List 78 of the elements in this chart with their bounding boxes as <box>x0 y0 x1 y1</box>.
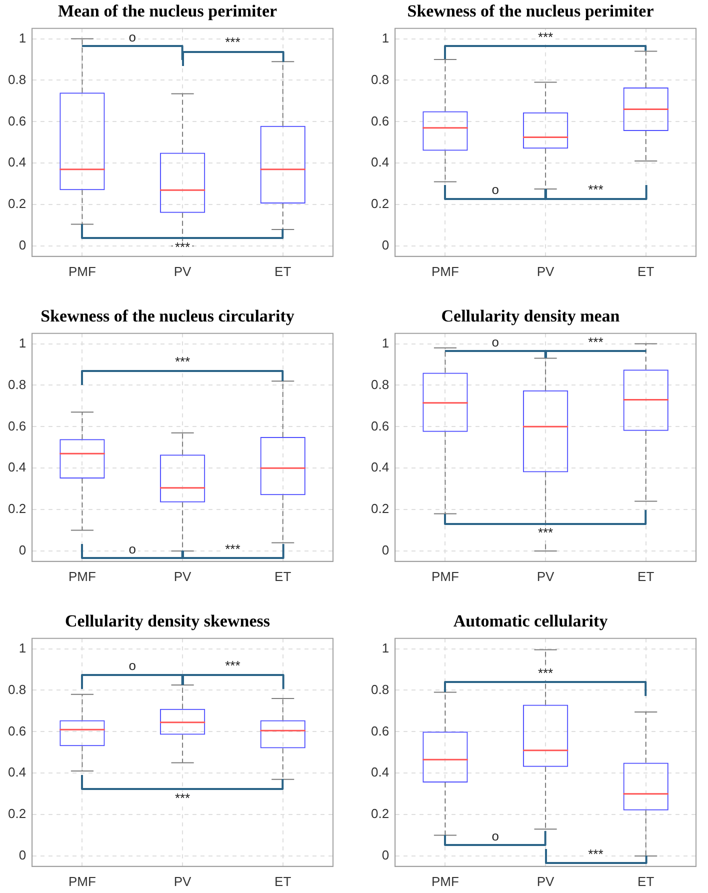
y-tick-label: 0 <box>18 848 26 863</box>
x-tick-label: PV <box>536 264 555 279</box>
y-tick-label: 0.2 <box>8 501 26 516</box>
x-tick-label: PMF <box>432 264 459 279</box>
annotation: *** <box>225 541 240 556</box>
x-tick-label: PV <box>174 264 192 279</box>
annotation: *** <box>225 34 240 50</box>
annotation: o <box>128 541 136 556</box>
y-tick-label: 0.6 <box>370 418 390 434</box>
x-tick-label: PV <box>174 874 192 889</box>
annotation: o <box>492 334 499 350</box>
y-tick-label: 0 <box>18 542 26 558</box>
y-tick-label: 0.4 <box>8 460 26 475</box>
y-tick-label: 0.4 <box>370 154 390 170</box>
y-tick-label: 1 <box>18 640 26 656</box>
y-tick-label: 0.6 <box>370 723 390 738</box>
y-tick-label: 0.2 <box>370 806 390 822</box>
y-tick-label: 1 <box>18 335 26 350</box>
y-tick-label: 0.8 <box>370 72 390 87</box>
x-tick-label: PMF <box>432 874 459 889</box>
y-tick-label: 0 <box>382 542 390 558</box>
y-tick-label: 0.8 <box>370 376 390 392</box>
y-tick-label: 0.8 <box>8 72 26 87</box>
y-tick-label: 0.2 <box>8 806 26 822</box>
annotation: *** <box>538 29 554 44</box>
y-tick-label: 0.4 <box>370 764 390 780</box>
annotation: *** <box>174 790 190 806</box>
y-tick-label: 1 <box>382 640 390 656</box>
x-tick-label: ET <box>638 874 654 889</box>
annotation: *** <box>538 524 554 540</box>
y-tick-label: 0 <box>382 238 390 253</box>
y-tick-label: 1 <box>382 30 390 46</box>
y-tick-label: 0 <box>382 848 390 863</box>
chart-title: Skewness of the nucleus circularity <box>40 306 295 326</box>
annotation: *** <box>174 354 190 370</box>
x-tick-label: PV <box>536 568 555 584</box>
annotation: *** <box>225 658 240 674</box>
x-tick-label: PMF <box>432 568 459 584</box>
chart-title: Skewness of the nucleus perimiter <box>407 2 654 21</box>
x-tick-label: ET <box>638 568 654 584</box>
chart-title: Cellularity density mean <box>441 306 620 326</box>
chart-title: Automatic cellularity <box>453 612 608 631</box>
annotation: o <box>128 29 136 44</box>
x-tick-label: PV <box>174 568 192 584</box>
y-tick-label: 0.4 <box>8 764 26 780</box>
y-tick-label: 0.2 <box>8 196 26 212</box>
annotation: *** <box>588 334 604 350</box>
x-tick-label: PMF <box>68 874 96 889</box>
y-tick-label: 0.8 <box>370 682 390 697</box>
y-tick-label: 0.6 <box>8 113 26 128</box>
annotation: o <box>492 828 499 844</box>
y-tick-label: 0.6 <box>370 113 390 128</box>
y-tick-label: 0.4 <box>8 154 26 170</box>
y-tick-label: 0.6 <box>8 723 26 738</box>
y-tick-label: 1 <box>18 30 26 46</box>
x-tick-label: ET <box>638 264 654 279</box>
annotation: o <box>492 182 499 198</box>
chart-title: Cellularity density skewness <box>65 612 270 631</box>
y-tick-label: 0.6 <box>8 418 26 434</box>
annotation: *** <box>588 182 604 198</box>
x-tick-label: ET <box>274 264 292 279</box>
x-tick-label: ET <box>274 874 292 889</box>
annotation: *** <box>588 846 604 862</box>
x-tick-label: PMF <box>68 264 96 279</box>
annotation: *** <box>538 665 554 680</box>
y-tick-label: 0.8 <box>8 376 26 392</box>
y-tick-label: 0 <box>18 238 26 253</box>
chart-title: Mean of the nucleus perimiter <box>58 2 278 21</box>
x-tick-label: ET <box>274 568 292 584</box>
y-tick-label: 0.2 <box>370 196 390 212</box>
annotation: o <box>128 658 136 674</box>
y-tick-label: 0.8 <box>8 682 26 697</box>
y-tick-label: 0.2 <box>370 501 390 516</box>
y-tick-label: 0.4 <box>370 460 390 475</box>
y-tick-label: 1 <box>382 335 390 350</box>
annotation: *** <box>174 239 190 254</box>
x-tick-label: PV <box>536 874 555 889</box>
x-tick-label: PMF <box>68 568 96 584</box>
